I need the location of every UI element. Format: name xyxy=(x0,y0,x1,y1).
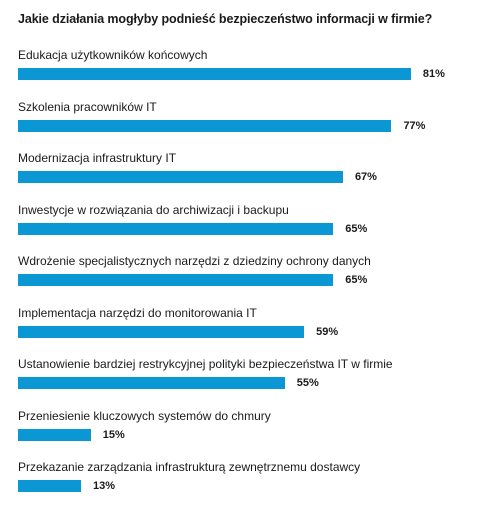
category-label: Przekazanie zarządzania infrastrukturą z… xyxy=(18,460,361,474)
chart-title: Jakie działania mogłyby podnieść bezpiec… xyxy=(18,12,433,26)
bar-row: Implementacja narzędzi do monitorowania … xyxy=(0,306,478,354)
value-label: 15% xyxy=(102,428,125,441)
value-label: 55% xyxy=(296,377,319,389)
category-label: Ustanowienie bardziej restrykcyjnej poli… xyxy=(18,357,393,371)
bar xyxy=(18,222,334,235)
category-label: Modernizacja infrastruktury IT xyxy=(18,151,177,165)
bar xyxy=(18,171,343,183)
bar-row: Modernizacja infrastruktury IT 67% xyxy=(0,151,478,199)
bar-row: Inwestycje w rozwiązania do archiwizacji… xyxy=(0,203,478,251)
value-label: 77% xyxy=(403,119,426,132)
value-label: 67% xyxy=(354,171,377,183)
bar xyxy=(18,119,392,132)
bar xyxy=(18,274,334,286)
category-label: Inwestycje w rozwiązania do archiwizacji… xyxy=(18,202,289,217)
category-label: Przeniesienie kluczowych systemów do chm… xyxy=(18,408,271,423)
value-label: 59% xyxy=(316,325,339,338)
bar xyxy=(18,377,285,389)
bar-row: Przekazanie zarządzania infrastrukturą z… xyxy=(0,460,478,508)
bar-row: Szkolenia pracowników IT 77% xyxy=(0,100,478,148)
category-label: Wdrożenie specjalistycznych narzędzi z d… xyxy=(18,254,371,268)
bar-row: Wdrożenie specjalistycznych narzędzi z d… xyxy=(0,254,478,302)
category-label: Implementacja narzędzi do monitorowania … xyxy=(18,305,257,320)
bar xyxy=(18,428,91,441)
bar-row: Edukacja użytkowników końcowych 81% xyxy=(0,48,478,96)
value-label: 65% xyxy=(345,222,368,235)
value-label: 81% xyxy=(422,68,445,80)
bar xyxy=(18,68,411,80)
bar xyxy=(18,325,305,338)
category-label: Edukacja użytkowników końcowych xyxy=(18,48,208,62)
value-label: 65% xyxy=(345,274,368,286)
bar-row: Przeniesienie kluczowych systemów do chm… xyxy=(0,409,478,457)
bar-row: Ustanowienie bardziej restrykcyjnej poli… xyxy=(0,357,478,405)
bar xyxy=(18,480,82,492)
category-label: Szkolenia pracowników IT xyxy=(18,99,157,114)
value-label: 13% xyxy=(93,480,116,492)
